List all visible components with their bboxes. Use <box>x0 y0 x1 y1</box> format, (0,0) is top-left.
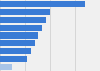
Bar <box>0 56 27 62</box>
Bar <box>0 48 31 54</box>
Bar <box>0 17 46 23</box>
Bar <box>0 64 12 70</box>
Bar <box>0 32 38 39</box>
Bar <box>0 9 50 15</box>
Bar <box>0 1 85 7</box>
Bar <box>0 25 42 31</box>
Bar <box>0 40 35 46</box>
